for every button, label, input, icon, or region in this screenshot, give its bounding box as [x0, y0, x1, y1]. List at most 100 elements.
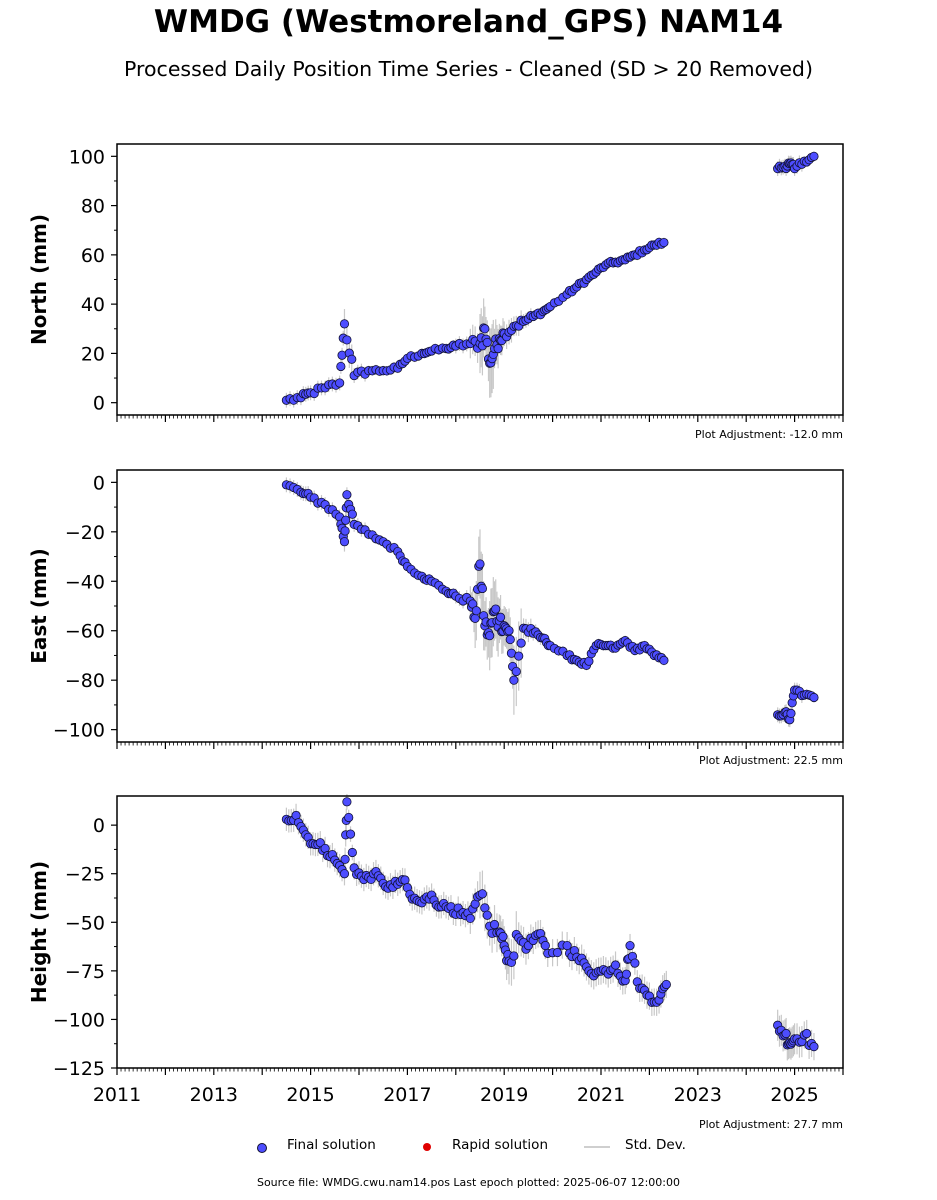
north-data-point: [335, 378, 345, 388]
north-data-point: [809, 151, 819, 161]
height-xtick-label: 2017: [383, 1084, 431, 1106]
height-data-point: [489, 919, 500, 930]
height-data-point: [400, 875, 410, 885]
height-xtick-label: 2023: [674, 1084, 722, 1106]
north-data-point: [342, 335, 352, 345]
height-data-point: [509, 951, 519, 961]
east-data-point: [347, 509, 357, 519]
height-data-point: [347, 847, 357, 858]
height-xtick-label: 2021: [577, 1084, 625, 1106]
height-ytick-label: −25: [65, 864, 105, 886]
east-data-point: [659, 655, 669, 666]
east-data-point: [584, 656, 594, 666]
north-ytick-label: 20: [81, 343, 105, 365]
east-ytick-label: −60: [65, 621, 105, 643]
height-data-point: [465, 913, 475, 924]
height-data-point: [610, 960, 621, 970]
east-axis-label: East (mm): [27, 548, 51, 664]
north-data-point: [482, 337, 492, 348]
north-ytick-label: 80: [81, 196, 105, 218]
north-plot-frame: [116, 143, 844, 416]
height-data-point: [802, 1028, 812, 1039]
height-data-point: [342, 797, 352, 807]
east-data-point: [340, 526, 350, 536]
east-ytick-label: −80: [65, 670, 105, 692]
north-plot-adjustment: Plot Adjustment: -12.0 mm: [695, 428, 843, 441]
std-dev-line-icon: [584, 1146, 610, 1148]
height-plot-adjustment: Plot Adjustment: 27.7 mm: [698, 1118, 843, 1131]
east-data-point: [485, 631, 495, 641]
north-axis-label: North (mm): [27, 214, 51, 345]
east-ytick-label: −20: [65, 522, 105, 544]
final-solution-marker-icon: [257, 1143, 267, 1153]
east-data-point: [514, 651, 524, 661]
height-data-point: [621, 969, 632, 979]
east-plot-frame: [116, 469, 844, 743]
north-data-point: [339, 319, 350, 329]
height-xtick-label: 2025: [770, 1084, 818, 1106]
east-data-point: [509, 675, 519, 685]
height-data-point: [477, 889, 488, 899]
height-data-point: [540, 940, 550, 951]
height-data-point: [345, 829, 356, 839]
height-data-point: [340, 854, 350, 864]
east-data-point: [341, 515, 351, 525]
east-ytick-label: −100: [53, 720, 105, 742]
north-data-point: [336, 361, 346, 372]
east-data-point: [491, 604, 501, 614]
height-ytick-label: −125: [53, 1058, 105, 1080]
height-data-point: [781, 1028, 791, 1039]
height-data-point: [562, 940, 572, 951]
north-ytick-label: 100: [69, 146, 105, 168]
height-xtick-label: 2015: [286, 1084, 334, 1106]
north-data-point: [493, 344, 503, 354]
east-data-point: [511, 666, 521, 677]
north-data-point: [347, 354, 357, 364]
height-data-point: [339, 869, 350, 879]
height-plot-frame: [116, 795, 844, 1069]
height-data-point: [498, 931, 508, 942]
height-axis-label: Height (mm): [27, 861, 51, 1003]
east-data-point: [809, 692, 819, 703]
height-xtick-label: 2013: [190, 1084, 238, 1106]
source-footer: Source file: WMDG.cwu.nam14.pos Last epo…: [256, 1176, 681, 1189]
east-data-point: [471, 606, 481, 616]
height-data-point: [344, 812, 354, 823]
north-data-point: [659, 237, 669, 248]
height-data-point: [630, 958, 640, 968]
east-plot-adjustment: Plot Adjustment: 22.5 mm: [698, 754, 843, 767]
height-data-layer: [281, 794, 819, 1061]
east-data-point: [495, 612, 506, 622]
height-xtick-label: 2011: [93, 1084, 141, 1106]
north-ytick-label: 60: [81, 245, 105, 267]
east-data-point: [786, 708, 796, 718]
height-ytick-label: −50: [65, 912, 105, 934]
east-ytick-label: −40: [65, 571, 105, 593]
east-data-point: [342, 490, 352, 500]
east-ytick-label: 0: [93, 472, 105, 494]
north-data-point: [480, 324, 490, 334]
east-data-layer: [281, 477, 819, 728]
east-data-point: [516, 638, 526, 648]
height-ytick-label: −100: [53, 1009, 105, 1031]
height-data-point: [552, 947, 563, 958]
east-data-point: [470, 613, 480, 623]
legend-final-label: Final solution: [287, 1137, 376, 1153]
chart-title: WMDG (Westmoreland_GPS) NAM14: [153, 4, 784, 40]
east-data-point: [504, 626, 514, 636]
height-data-point: [661, 979, 671, 990]
east-data-point: [505, 634, 515, 645]
east-data-point: [475, 559, 485, 569]
east-data-point: [339, 537, 350, 547]
height-data-point: [809, 1042, 819, 1052]
height-data-point: [482, 910, 492, 920]
height-data-point: [625, 940, 635, 951]
north-ytick-label: 40: [81, 294, 105, 316]
rapid-solution-marker-icon: [423, 1143, 431, 1151]
height-ytick-label: −75: [65, 961, 105, 983]
height-xtick-label: 2019: [480, 1084, 528, 1106]
legend-rapid-label: Rapid solution: [452, 1137, 548, 1153]
north-data-layer: [281, 151, 819, 408]
height-ytick-label: 0: [93, 815, 105, 837]
